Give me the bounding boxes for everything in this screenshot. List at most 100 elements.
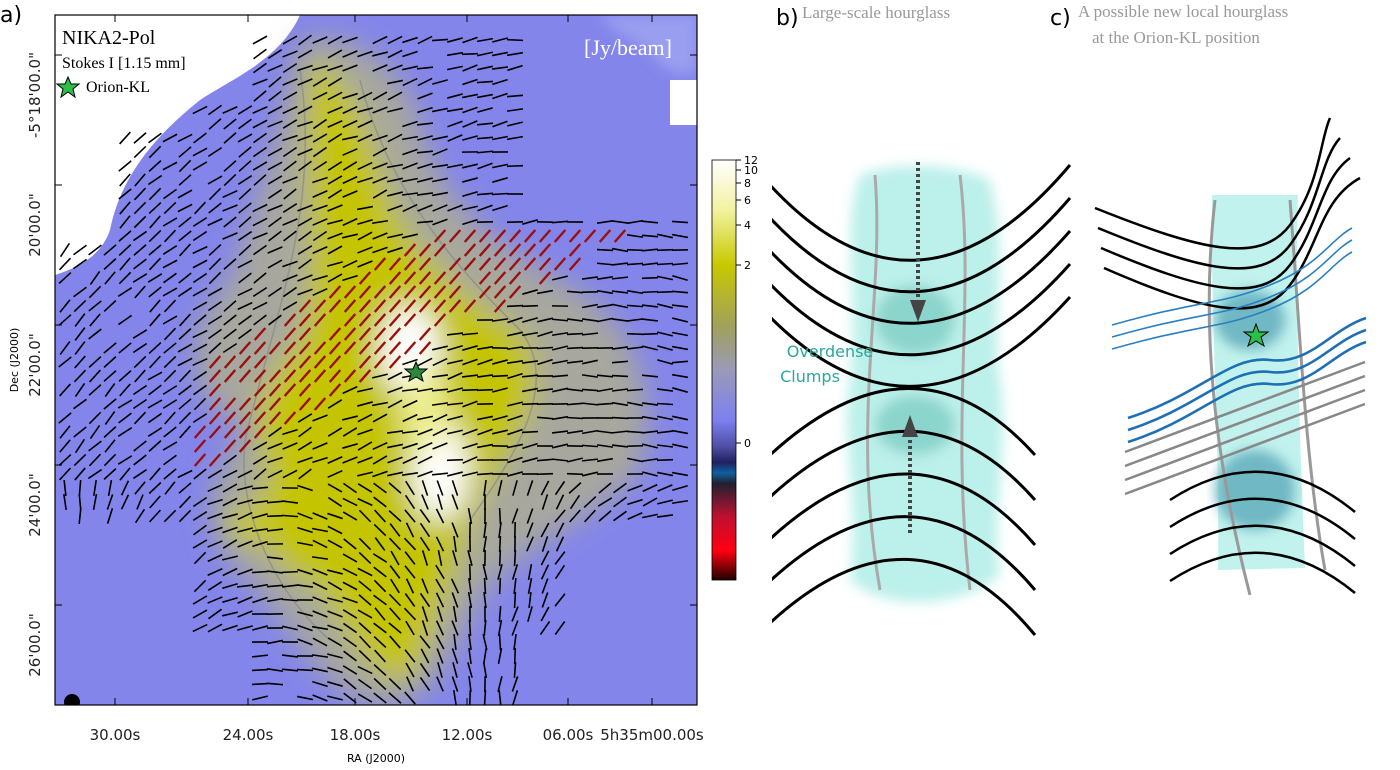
vector: [511, 606, 519, 622]
vector: [238, 187, 252, 201]
vector: [133, 132, 147, 144]
vector: [402, 442, 418, 450]
vector: [431, 374, 449, 378]
vector-highlight: [598, 229, 612, 243]
vector: [163, 229, 177, 243]
vector-highlight: [508, 271, 522, 285]
vector: [597, 317, 613, 323]
vector: [551, 458, 569, 462]
vector: [626, 430, 644, 434]
vector: [253, 132, 267, 144]
vector: [626, 289, 644, 295]
vector: [74, 467, 86, 481]
vector: [237, 301, 253, 311]
vector: [419, 509, 431, 523]
vector: [238, 244, 252, 256]
field-line: [772, 515, 1037, 591]
x-tick-label: 24.00s: [223, 726, 274, 744]
vector-highlight: [373, 341, 387, 355]
vector: [541, 536, 549, 552]
vector: [282, 119, 298, 129]
vector: [521, 387, 539, 393]
vector: [103, 468, 117, 480]
vector-highlight: [403, 285, 417, 299]
vector: [372, 232, 388, 240]
vector: [327, 569, 343, 575]
vector: [162, 287, 178, 297]
vector: [223, 173, 237, 187]
vector: [613, 496, 627, 508]
vector: [566, 360, 584, 364]
vector: [401, 388, 419, 392]
vector: [432, 204, 448, 212]
vector: [402, 233, 418, 239]
vector-highlight: [523, 257, 537, 271]
vector: [327, 106, 343, 114]
vector-highlight: [283, 327, 297, 341]
vector: [222, 526, 238, 534]
vector: [356, 205, 374, 211]
vector: [626, 233, 644, 239]
vector: [107, 479, 113, 497]
vector: [133, 355, 147, 369]
vector: [327, 189, 343, 199]
vector: [372, 413, 388, 423]
vector: [432, 135, 448, 141]
vector: [163, 454, 177, 466]
vector: [327, 160, 343, 172]
vector: [252, 540, 268, 548]
vector: [357, 441, 373, 451]
vector: [298, 468, 312, 480]
vector: [435, 578, 445, 594]
vector: [207, 287, 223, 297]
vector: [266, 556, 284, 560]
vector: [555, 522, 565, 538]
vector-highlight: [493, 243, 507, 257]
vector: [193, 201, 207, 215]
vector: [461, 52, 479, 56]
vector-highlight: [298, 313, 312, 327]
vector-highlight: [208, 383, 222, 397]
vector: [536, 388, 554, 392]
vector: [134, 173, 146, 187]
vector-highlight: [538, 229, 552, 243]
vector: [103, 398, 117, 410]
vector: [297, 49, 313, 59]
vector: [327, 399, 343, 409]
vector: [132, 273, 148, 283]
vector: [236, 584, 254, 588]
vector: [626, 262, 644, 266]
vector: [357, 428, 373, 436]
vector: [387, 471, 403, 477]
vector: [134, 508, 146, 524]
vector: [311, 556, 329, 560]
vector: [267, 147, 283, 157]
vector-highlight: [508, 243, 522, 257]
vector: [207, 315, 223, 325]
vector: [208, 118, 222, 130]
vector: [58, 314, 72, 326]
vector: [526, 480, 534, 496]
vector: [467, 507, 473, 525]
vector: [452, 605, 458, 623]
vector: [416, 122, 434, 126]
local-hourglass-diagram: [1094, 117, 1367, 596]
vector: [89, 424, 101, 440]
vector: [417, 455, 433, 465]
vector: [386, 79, 404, 85]
vector-highlight: [418, 285, 432, 299]
vector: [641, 304, 659, 308]
vector: [267, 204, 283, 212]
vector: [89, 369, 101, 383]
vector-highlight: [418, 243, 432, 257]
vector-highlight: [418, 257, 432, 271]
vector: [327, 581, 343, 591]
vector: [462, 345, 478, 351]
vector: [162, 315, 178, 325]
vector: [312, 694, 328, 702]
vector: [536, 289, 554, 295]
annotation: Overdense: [787, 342, 874, 361]
vector: [358, 580, 372, 592]
field-line: [1094, 117, 1332, 250]
vector: [387, 35, 403, 45]
